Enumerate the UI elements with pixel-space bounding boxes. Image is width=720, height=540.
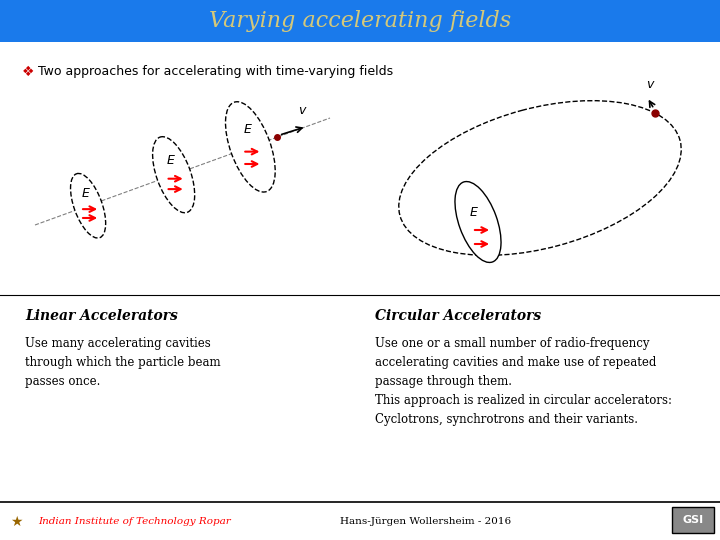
Text: v: v bbox=[647, 78, 654, 91]
Text: Indian Institute of Technology Ropar: Indian Institute of Technology Ropar bbox=[38, 517, 230, 526]
Text: ★: ★ bbox=[10, 515, 22, 529]
Text: v: v bbox=[298, 104, 306, 117]
Ellipse shape bbox=[71, 173, 106, 238]
Text: GSI: GSI bbox=[683, 515, 703, 525]
Text: E: E bbox=[470, 206, 478, 219]
Text: E: E bbox=[81, 187, 89, 200]
Text: Circular Accelerators: Circular Accelerators bbox=[375, 309, 541, 323]
Text: E: E bbox=[167, 154, 174, 167]
Text: ❖: ❖ bbox=[22, 65, 35, 79]
Text: Hans-Jürgen Wollersheim - 2016: Hans-Jürgen Wollersheim - 2016 bbox=[340, 517, 511, 526]
Text: E: E bbox=[243, 123, 251, 136]
Ellipse shape bbox=[455, 181, 501, 262]
Ellipse shape bbox=[225, 102, 275, 192]
Ellipse shape bbox=[153, 137, 194, 213]
Bar bbox=[672, 507, 714, 533]
Bar bbox=[0, 0, 720, 42]
Text: Linear Accelerators: Linear Accelerators bbox=[25, 309, 178, 323]
Text: Two approaches for accelerating with time-varying fields: Two approaches for accelerating with tim… bbox=[38, 65, 393, 78]
Text: Use many accelerating cavities
through which the particle beam
passes once.: Use many accelerating cavities through w… bbox=[25, 337, 220, 388]
Text: Varying accelerating fields: Varying accelerating fields bbox=[209, 10, 511, 32]
Text: Use one or a small number of radio-frequency
accelerating cavities and make use : Use one or a small number of radio-frequ… bbox=[375, 337, 672, 426]
